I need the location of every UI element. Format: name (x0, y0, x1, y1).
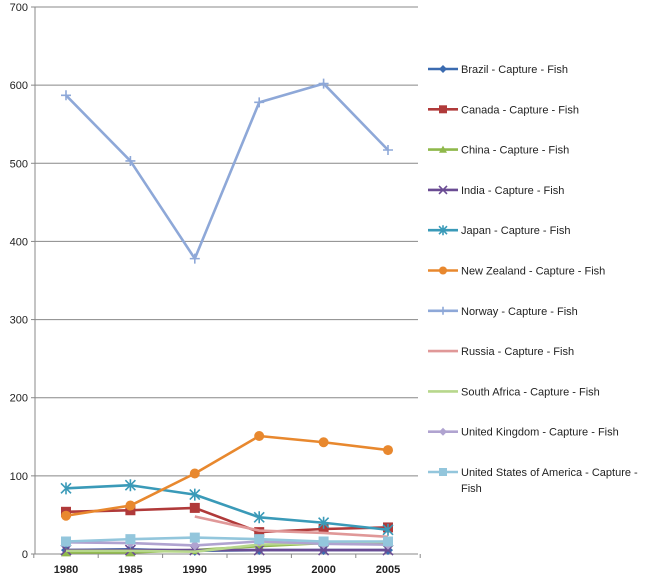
y-tick-label: 200 (10, 393, 28, 405)
data-point (253, 544, 265, 556)
legend-label: United States of America - Capture -Fish (461, 467, 638, 495)
data-point (382, 544, 394, 556)
x-tick-label: 2000 (311, 564, 335, 576)
legend-entry: South Africa - Capture - Fish (428, 386, 600, 398)
data-point (318, 544, 330, 556)
legend-entry: Norway - Capture - Fish (428, 306, 578, 318)
y-tick-label: 700 (10, 2, 28, 14)
legend-label: Brazil - Capture - Fish (461, 64, 568, 76)
x-tick-label: 1980 (54, 564, 78, 576)
x-axis-tick-labels: 1980 1985 1990 1995 2000 2005 (54, 564, 400, 576)
data-point (189, 502, 200, 513)
data-point (382, 523, 394, 536)
data-point (318, 78, 329, 89)
legend-entry: India - Capture - Fish (428, 185, 564, 197)
series-5 (61, 431, 393, 521)
series-10 (61, 532, 393, 547)
legend-entry: United States of America - Capture -Fish (428, 467, 638, 495)
series-line (65, 483, 389, 532)
legend-entry: New Zealand - Capture - Fish (428, 266, 605, 278)
data-point (254, 97, 265, 108)
series-line (65, 82, 389, 260)
x-tick-label: 2005 (376, 564, 400, 576)
data-point (61, 90, 71, 101)
data-point (438, 185, 448, 195)
series-line (65, 536, 388, 543)
legend-entry: Russia - Capture - Fish (428, 346, 574, 358)
legend-label: China - Capture - Fish (461, 145, 569, 157)
y-tick-label: 0 (22, 549, 28, 561)
data-point (254, 527, 265, 538)
legend-label: South Africa - Capture - Fish (461, 386, 600, 398)
data-point (439, 105, 447, 114)
legend-label: Canada - Capture - Fish (461, 104, 579, 116)
y-tick-label: 400 (10, 236, 28, 248)
series-line (65, 540, 389, 547)
data-point (189, 532, 200, 543)
legend-entry: Canada - Capture - Fish (428, 104, 579, 116)
data-point (383, 445, 393, 456)
data-point (125, 155, 136, 166)
legend-entry: Japan - Capture - Fish (428, 225, 570, 237)
data-point (318, 437, 329, 448)
series-7 (194, 515, 389, 539)
data-point (189, 253, 200, 264)
data-point (61, 536, 71, 547)
data-point (254, 534, 265, 545)
data-point (253, 511, 265, 524)
data-point (124, 479, 136, 492)
series-4 (60, 479, 394, 536)
y-tick-label: 600 (10, 80, 28, 92)
series-line (65, 506, 389, 534)
data-point (318, 523, 329, 534)
data-point (438, 225, 448, 236)
data-point (189, 488, 201, 501)
legend-label: New Zealand - Capture - Fish (461, 266, 605, 278)
series-line (65, 434, 389, 517)
legend-label: India - Capture - Fish (461, 185, 564, 197)
legend-entry: Brazil - Capture - Fish (428, 64, 568, 76)
y-axis-tick-labels: 0 100 200 300 400 500 600 700 (10, 2, 28, 561)
series-line (194, 515, 389, 539)
data-point (383, 536, 393, 547)
grid-lines (35, 6, 418, 477)
data-point (189, 540, 200, 551)
data-point (439, 306, 447, 315)
legend-label: Japan - Capture - Fish (461, 225, 570, 237)
data-point (439, 468, 447, 476)
data-point (189, 468, 200, 479)
data-point (60, 482, 72, 495)
data-point (439, 427, 447, 436)
data-point (383, 145, 393, 156)
legend: Brazil - Capture - Fish Canada - Capture … (428, 64, 638, 495)
legend-entry: China - Capture - Fish (428, 145, 569, 157)
legend-label: Norway - Capture - Fish (461, 306, 578, 318)
legend-label: Russia - Capture - Fish (461, 346, 574, 358)
y-tick-label: 500 (10, 158, 28, 170)
series-6 (61, 78, 393, 264)
data-point (439, 266, 447, 275)
data-point (318, 536, 329, 547)
data-point (318, 516, 330, 529)
y-tick-label: 300 (10, 315, 28, 327)
data-point (125, 500, 136, 511)
axes (31, 6, 421, 558)
y-tick-label: 100 (10, 471, 28, 483)
data-point (61, 510, 71, 521)
x-tick-label: 1985 (118, 564, 142, 576)
data-point (439, 145, 447, 153)
x-tick-label: 1990 (183, 564, 207, 576)
legend-label: United Kingdom - Capture - Fish (461, 427, 619, 439)
x-tick-label: 1995 (247, 564, 271, 576)
data-point (254, 431, 265, 442)
legend-entry: United Kingdom - Capture - Fish (428, 427, 619, 439)
series-group (60, 78, 394, 557)
data-point (125, 534, 136, 545)
data-point (439, 65, 447, 73)
